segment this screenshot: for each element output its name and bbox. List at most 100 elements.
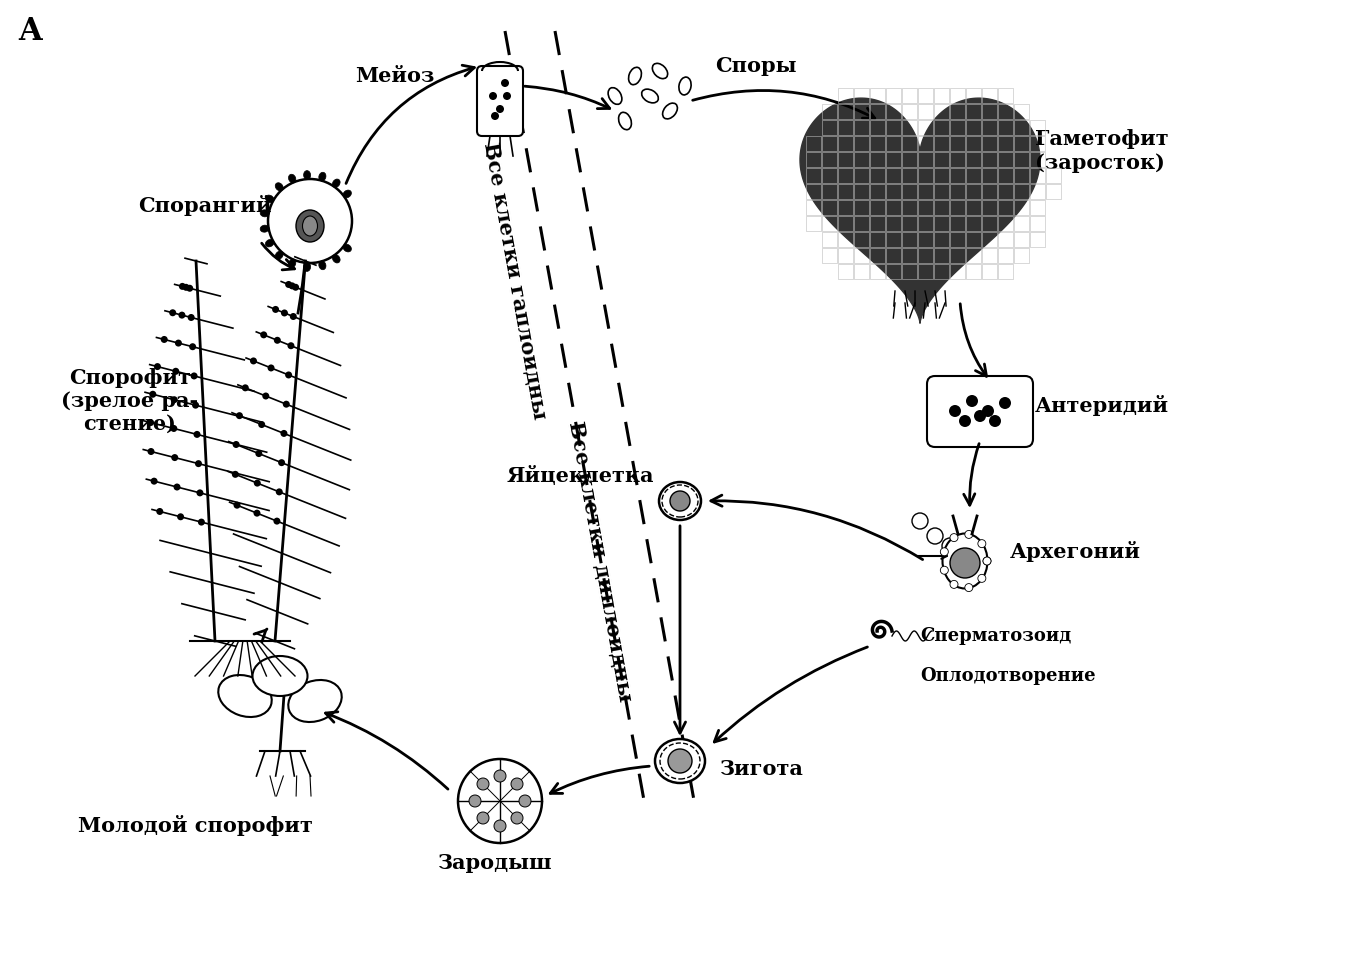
Circle shape: [511, 778, 523, 790]
Bar: [1031, 152, 1045, 167]
Bar: [919, 104, 934, 119]
Bar: [886, 216, 901, 231]
Bar: [854, 264, 869, 279]
Bar: [854, 232, 869, 247]
Bar: [1014, 200, 1029, 215]
Circle shape: [982, 405, 994, 417]
Circle shape: [188, 314, 194, 321]
Bar: [838, 104, 853, 119]
Circle shape: [283, 401, 290, 407]
Bar: [822, 168, 836, 183]
Ellipse shape: [679, 77, 691, 95]
Circle shape: [478, 812, 488, 824]
Ellipse shape: [289, 680, 341, 722]
Ellipse shape: [266, 195, 274, 203]
Bar: [902, 232, 917, 247]
Circle shape: [289, 283, 295, 289]
Bar: [982, 200, 997, 215]
Bar: [919, 136, 934, 151]
Circle shape: [278, 459, 285, 466]
Circle shape: [950, 533, 958, 542]
Bar: [886, 136, 901, 151]
Bar: [934, 184, 948, 199]
Circle shape: [272, 306, 279, 313]
Ellipse shape: [653, 63, 668, 79]
Circle shape: [478, 778, 488, 790]
Bar: [982, 88, 997, 103]
Ellipse shape: [318, 172, 326, 181]
Bar: [870, 104, 885, 119]
Bar: [870, 200, 885, 215]
Bar: [934, 264, 948, 279]
Circle shape: [281, 430, 287, 437]
Bar: [902, 216, 917, 231]
Bar: [822, 136, 836, 151]
Bar: [982, 168, 997, 183]
Bar: [854, 168, 869, 183]
Bar: [966, 184, 981, 199]
Bar: [982, 136, 997, 151]
Bar: [822, 104, 836, 119]
Bar: [822, 152, 836, 167]
Bar: [870, 184, 885, 199]
Bar: [934, 248, 948, 263]
Circle shape: [459, 759, 542, 843]
Circle shape: [255, 450, 262, 457]
Bar: [998, 232, 1013, 247]
Bar: [805, 216, 822, 231]
Text: Молодой спорофит: Молодой спорофит: [77, 816, 313, 836]
Bar: [886, 120, 901, 135]
Bar: [934, 136, 948, 151]
Circle shape: [974, 410, 986, 422]
Bar: [998, 88, 1013, 103]
Bar: [838, 120, 853, 135]
Bar: [838, 136, 853, 151]
Bar: [870, 152, 885, 167]
Bar: [1045, 168, 1062, 183]
Circle shape: [258, 421, 266, 428]
Ellipse shape: [260, 225, 268, 233]
Bar: [919, 88, 934, 103]
Ellipse shape: [289, 174, 295, 183]
Ellipse shape: [332, 179, 340, 187]
Ellipse shape: [275, 251, 283, 259]
Circle shape: [177, 513, 183, 520]
Bar: [950, 88, 965, 103]
Bar: [854, 88, 869, 103]
Bar: [870, 120, 885, 135]
Circle shape: [494, 770, 506, 782]
Bar: [919, 168, 934, 183]
Bar: [854, 136, 869, 151]
Bar: [950, 232, 965, 247]
Circle shape: [950, 548, 979, 578]
Bar: [886, 200, 901, 215]
Bar: [1014, 152, 1029, 167]
Bar: [838, 152, 853, 167]
Circle shape: [196, 460, 202, 467]
Circle shape: [940, 566, 948, 575]
Circle shape: [170, 425, 177, 432]
Bar: [870, 168, 885, 183]
Circle shape: [983, 557, 992, 565]
Bar: [1031, 168, 1045, 183]
Circle shape: [989, 415, 1001, 427]
Bar: [838, 232, 853, 247]
Circle shape: [940, 548, 948, 555]
Bar: [886, 232, 901, 247]
Bar: [854, 216, 869, 231]
Bar: [950, 152, 965, 167]
Bar: [902, 184, 917, 199]
Bar: [966, 232, 981, 247]
Ellipse shape: [304, 262, 310, 271]
Circle shape: [182, 283, 190, 291]
Ellipse shape: [343, 244, 351, 252]
Ellipse shape: [219, 675, 271, 717]
Bar: [934, 200, 948, 215]
Bar: [902, 152, 917, 167]
Ellipse shape: [608, 87, 622, 105]
Bar: [822, 184, 836, 199]
Bar: [1045, 184, 1062, 199]
Bar: [822, 232, 836, 247]
Bar: [902, 264, 917, 279]
Circle shape: [262, 392, 270, 400]
